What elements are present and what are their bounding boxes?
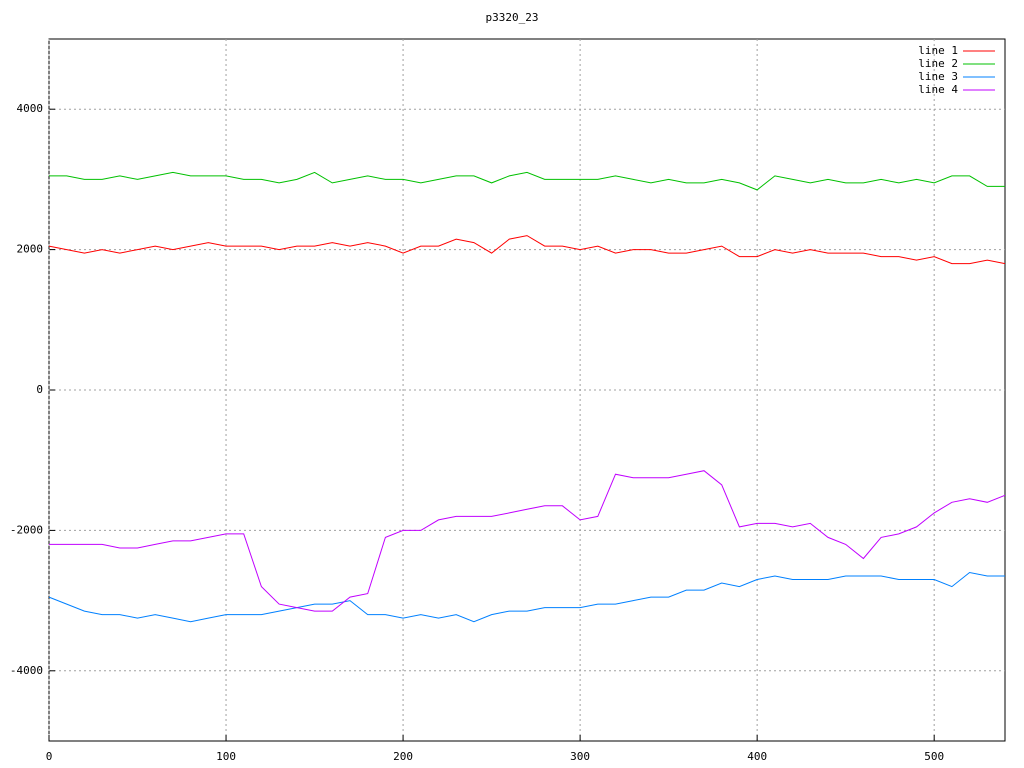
y-tick-label: 4000 — [17, 102, 44, 115]
x-tick-label: 300 — [570, 750, 590, 763]
data-line — [48, 235, 1006, 265]
x-tick-label: 200 — [393, 750, 413, 763]
x-tick-label: 0 — [46, 750, 53, 763]
legend-label: line 2 — [918, 57, 958, 70]
legend-label: line 1 — [918, 44, 958, 57]
data-line — [48, 571, 1005, 623]
chart-title: p3320_23 — [486, 11, 539, 24]
y-tick-label: 0 — [36, 383, 43, 396]
y-tick-label: -2000 — [10, 523, 43, 536]
plot-frame — [48, 38, 1006, 742]
x-tick-label: 100 — [216, 750, 236, 763]
legend-label: line 4 — [918, 83, 958, 96]
legend-label: line 3 — [918, 70, 958, 83]
data-line — [49, 470, 1006, 612]
y-tick-label: 2000 — [17, 243, 44, 256]
x-tick-label: 400 — [747, 750, 767, 763]
x-tick-label: 500 — [924, 750, 944, 763]
data-line — [49, 171, 1005, 191]
y-tick-label: -4000 — [10, 664, 43, 677]
